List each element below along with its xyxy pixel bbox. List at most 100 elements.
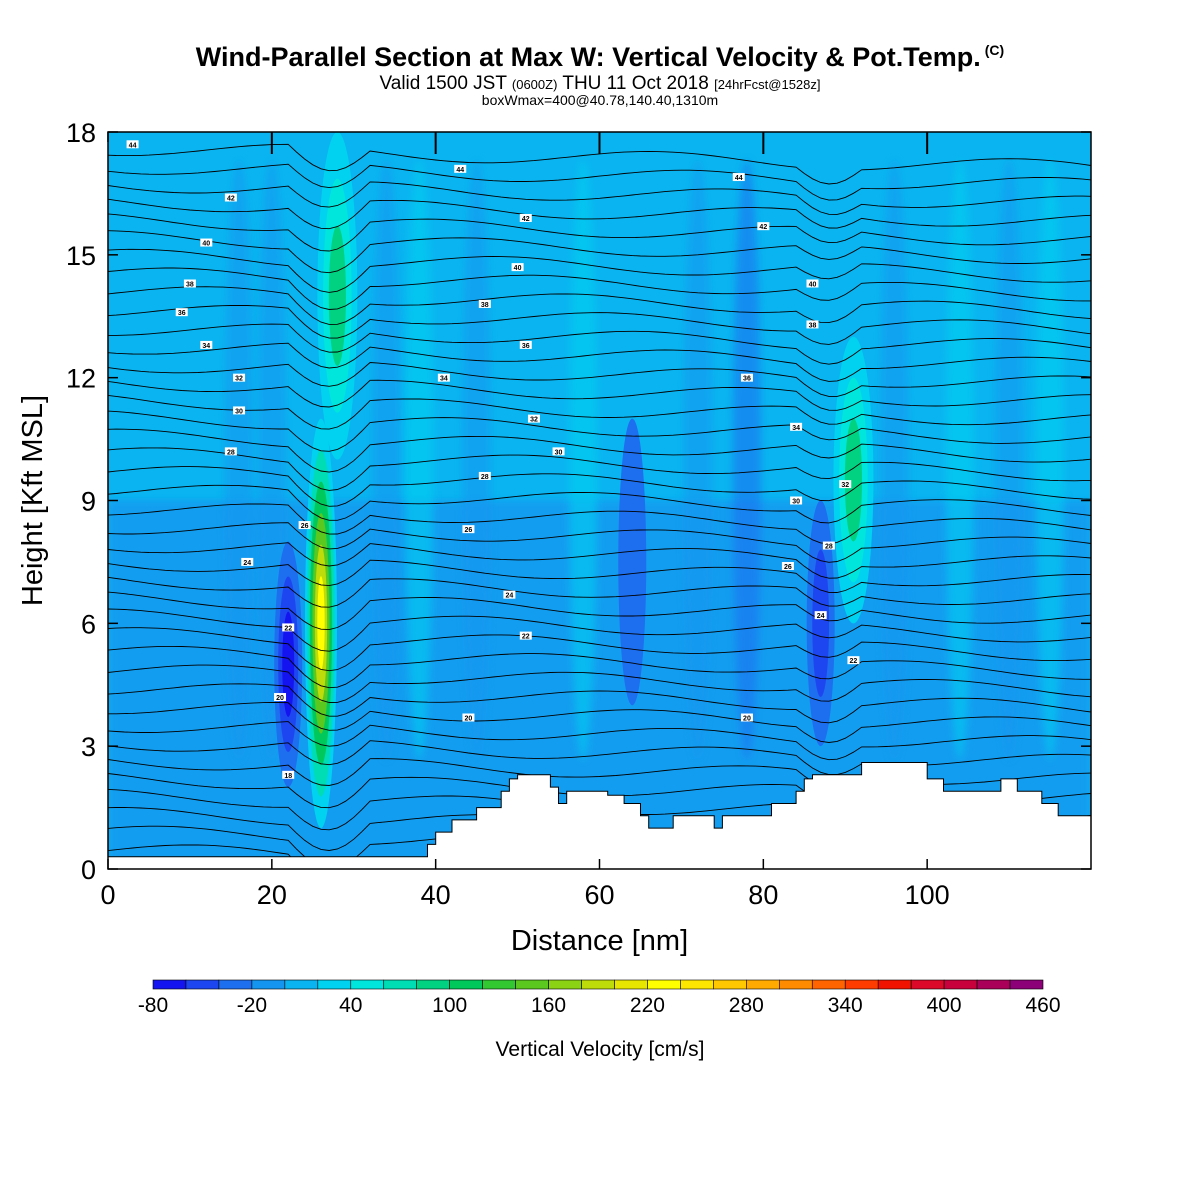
theta-label: 32	[527, 414, 540, 424]
theta-label: 34	[790, 422, 803, 432]
theta-label: 24	[241, 557, 254, 567]
theta-contour	[108, 181, 1091, 215]
theta-label: 36	[740, 373, 753, 383]
theta-label: 24	[814, 611, 827, 620]
colorbar-swatch	[548, 979, 582, 990]
theta-label: 32	[233, 373, 246, 383]
theta-contour	[108, 627, 1091, 672]
theta-label: 40	[806, 279, 819, 288]
theta-contour	[108, 608, 1091, 652]
theta-label-text: 20	[276, 695, 284, 702]
theta-contour	[108, 394, 1091, 430]
theta-label-bg	[740, 713, 753, 722]
theta-label-text: 36	[522, 343, 530, 350]
theta-label-text: 32	[841, 482, 849, 489]
theta-label: 42	[757, 222, 770, 231]
theta-label-text: 36	[178, 310, 186, 317]
theta-label-bg	[183, 279, 196, 288]
theta-contour	[108, 342, 1091, 382]
theta-contour	[108, 591, 1091, 631]
theta-label-bg	[298, 521, 311, 530]
theta-label-bg	[519, 631, 532, 640]
colorbar-tick-label: 100	[432, 994, 467, 1017]
terrain-mask	[108, 762, 1091, 869]
x-tick-label: 80	[748, 880, 778, 910]
theta-label-text: 34	[440, 376, 448, 383]
theta-contour	[108, 522, 1091, 563]
theta-label-bg	[454, 164, 467, 173]
theta-contour	[108, 410, 1091, 452]
theta-label-bg	[503, 590, 516, 599]
theta-label: 38	[806, 320, 819, 329]
theta-label-text: 34	[202, 343, 210, 350]
colorbar-swatch	[416, 979, 450, 990]
colorbar-tick-label: 280	[729, 994, 764, 1017]
theta-label-bg	[806, 320, 819, 329]
theta-contour	[108, 503, 1091, 545]
theta-label: 44	[454, 164, 467, 174]
y-tick-label: 12	[66, 364, 96, 394]
theta-label-text: 28	[227, 449, 235, 456]
colorbar-swatch	[811, 979, 846, 990]
theta-label-text: 32	[530, 417, 538, 424]
theta-label-bg	[839, 480, 852, 489]
theta-label: 38	[183, 279, 196, 288]
colorbar-swatch	[877, 979, 912, 990]
colorbar-swatch	[383, 979, 418, 990]
theta-label-bg	[233, 373, 246, 382]
theta-label: 26	[462, 525, 475, 534]
theta-label-text: 32	[235, 376, 243, 383]
forecast-info: [24hrFcst@1528z]	[714, 77, 821, 92]
velocity-feature	[844, 418, 863, 542]
theta-label-bg	[790, 496, 803, 505]
colorbar-swatch	[185, 979, 220, 990]
theta-contour	[108, 683, 1091, 724]
field-streak	[569, 159, 598, 760]
theta-label: 36	[175, 308, 188, 317]
colorbar-swatch	[515, 979, 549, 990]
colorbar-swatch	[910, 979, 945, 990]
theta-label-text: 24	[817, 613, 825, 620]
theta-label-text: 30	[792, 499, 800, 506]
field-streak	[945, 159, 974, 760]
theta-label: 20	[274, 693, 287, 702]
theta-label-bg	[241, 557, 254, 566]
velocity-feature	[618, 418, 647, 706]
theta-label-text: 26	[465, 527, 473, 534]
theta-label-bg	[478, 471, 491, 480]
theta-label: 40	[200, 238, 213, 248]
colorbar-swatch	[581, 979, 615, 990]
theta-label: 26	[781, 562, 794, 571]
colorbar-swatch	[713, 979, 747, 990]
theta-label-text: 26	[301, 523, 309, 530]
theta-label: 26	[298, 521, 311, 530]
theta-contour	[108, 484, 1091, 524]
y-tick-label: 6	[81, 609, 96, 639]
theta-label-bg	[552, 447, 565, 456]
field-streak	[880, 159, 909, 760]
theta-label: 34	[437, 373, 450, 383]
theta-label: 42	[224, 193, 237, 203]
colorbar-swatch	[218, 979, 253, 990]
theta-contour	[108, 721, 1091, 761]
theta-label-bg	[462, 525, 475, 534]
chart-title: Wind-Parallel Section at Max W: Vertical…	[0, 42, 1200, 73]
theta-label-text: 28	[481, 474, 489, 481]
colorbar-tick-label: 220	[630, 994, 665, 1017]
theta-contour	[108, 230, 1091, 274]
colorbar-swatch	[943, 979, 978, 990]
colorbar-swatch	[284, 979, 319, 990]
colorbar-swatch	[251, 979, 286, 990]
theta-label-text: 24	[505, 593, 513, 600]
theta-label-text: 34	[792, 425, 800, 432]
theta-label-text: 26	[784, 564, 792, 571]
colorbar-swatch	[1009, 979, 1044, 990]
theta-contour	[108, 323, 1091, 365]
colorbar-swatch	[647, 979, 681, 990]
y-tick-label: 0	[81, 855, 96, 885]
theta-label: 28	[478, 471, 491, 481]
theta-contour	[108, 267, 1091, 310]
colorbar-swatch	[778, 979, 813, 990]
colorbar-swatch	[482, 979, 516, 990]
